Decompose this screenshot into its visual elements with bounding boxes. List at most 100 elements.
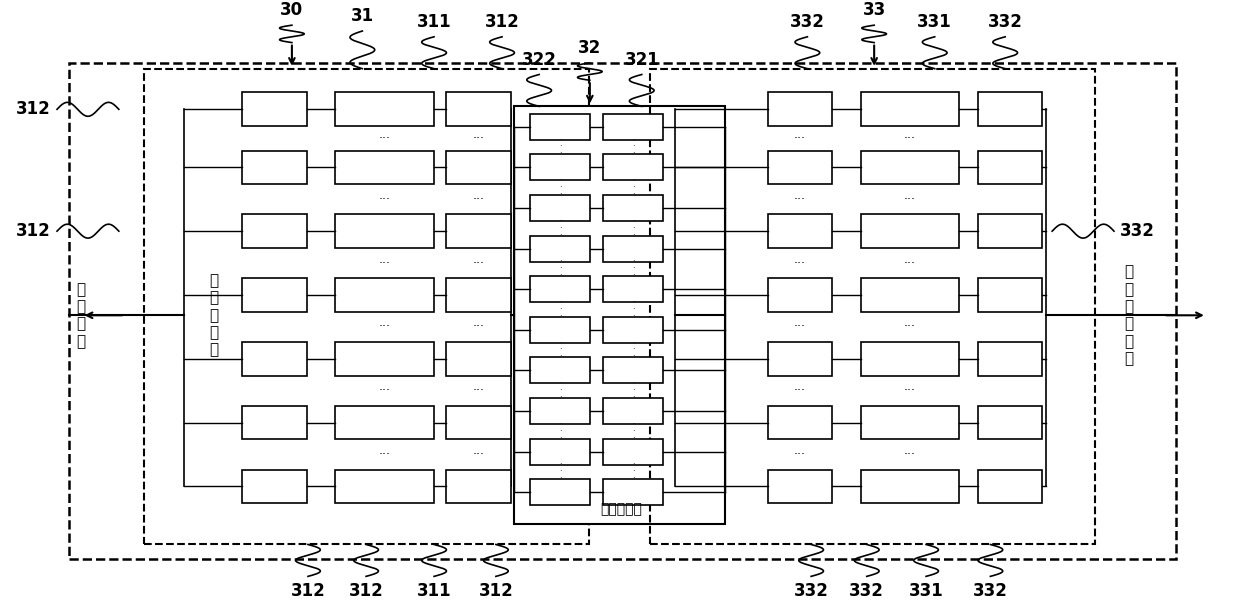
Polygon shape xyxy=(768,469,833,503)
Polygon shape xyxy=(446,278,510,312)
Text: ···: ··· xyxy=(472,448,484,461)
Text: ···: ··· xyxy=(904,384,916,397)
Polygon shape xyxy=(861,469,959,503)
Text: ·
·
·: · · · xyxy=(632,339,634,362)
Polygon shape xyxy=(243,151,307,184)
Polygon shape xyxy=(603,398,663,424)
Text: ·
·
·: · · · xyxy=(559,298,561,321)
Text: 312: 312 xyxy=(16,222,51,240)
Text: 32: 32 xyxy=(579,39,601,57)
Polygon shape xyxy=(978,151,1042,184)
Polygon shape xyxy=(861,93,959,126)
Text: ·
·
·: · · · xyxy=(632,420,634,443)
Polygon shape xyxy=(603,235,663,261)
Polygon shape xyxy=(243,342,307,376)
Text: ·
·
·: · · · xyxy=(632,217,634,240)
Text: 321: 321 xyxy=(624,51,659,69)
Polygon shape xyxy=(514,106,725,524)
Polygon shape xyxy=(978,406,1042,439)
Text: ···: ··· xyxy=(794,384,807,397)
Polygon shape xyxy=(446,151,510,184)
Polygon shape xyxy=(530,317,590,343)
Text: ···: ··· xyxy=(379,321,390,333)
Polygon shape xyxy=(861,214,959,248)
Text: ···: ··· xyxy=(379,193,390,206)
Polygon shape xyxy=(243,214,307,248)
Polygon shape xyxy=(603,195,663,221)
Text: ·
·
·: · · · xyxy=(559,136,561,159)
Polygon shape xyxy=(336,278,434,312)
Polygon shape xyxy=(768,342,833,376)
Text: ·
·
·: · · · xyxy=(632,460,634,483)
Text: 332: 332 xyxy=(790,13,825,31)
Polygon shape xyxy=(978,214,1042,248)
Polygon shape xyxy=(530,195,590,221)
Text: 312: 312 xyxy=(348,582,383,600)
Text: ···: ··· xyxy=(904,448,916,461)
Polygon shape xyxy=(603,114,663,140)
Text: 332: 332 xyxy=(1120,222,1155,240)
Polygon shape xyxy=(603,276,663,302)
Polygon shape xyxy=(861,151,959,184)
Text: ···: ··· xyxy=(472,384,484,397)
Text: ···: ··· xyxy=(904,132,916,145)
Polygon shape xyxy=(446,342,510,376)
Polygon shape xyxy=(243,406,307,439)
Polygon shape xyxy=(978,93,1042,126)
Text: 312: 312 xyxy=(478,582,513,600)
Polygon shape xyxy=(243,278,307,312)
Text: ···: ··· xyxy=(904,257,916,270)
Text: ···: ··· xyxy=(379,132,390,145)
Polygon shape xyxy=(336,214,434,248)
Text: ·
·
·: · · · xyxy=(632,379,634,402)
Text: ·
·
·: · · · xyxy=(559,217,561,240)
Polygon shape xyxy=(243,469,307,503)
Text: ···: ··· xyxy=(472,132,484,145)
Polygon shape xyxy=(978,342,1042,376)
Text: ·
·
·: · · · xyxy=(559,420,561,443)
Polygon shape xyxy=(446,93,510,126)
Polygon shape xyxy=(530,276,590,302)
Text: 332: 332 xyxy=(987,13,1022,31)
Polygon shape xyxy=(768,93,833,126)
Text: ·
·
·: · · · xyxy=(632,298,634,321)
Text: ···: ··· xyxy=(472,257,484,270)
Text: 312: 312 xyxy=(16,100,51,119)
Text: ···: ··· xyxy=(379,448,390,461)
Polygon shape xyxy=(336,151,434,184)
Polygon shape xyxy=(861,406,959,439)
Polygon shape xyxy=(603,358,663,384)
Polygon shape xyxy=(603,479,663,505)
Text: ···: ··· xyxy=(904,321,916,333)
Text: ···: ··· xyxy=(904,193,916,206)
Text: 332: 332 xyxy=(849,582,885,600)
Polygon shape xyxy=(336,342,434,376)
Text: 331: 331 xyxy=(908,582,943,600)
Polygon shape xyxy=(530,398,590,424)
Text: ·
·
·: · · · xyxy=(559,379,561,402)
Text: ···: ··· xyxy=(794,448,807,461)
Text: ···: ··· xyxy=(379,384,390,397)
Text: ·
·
·: · · · xyxy=(559,460,561,483)
Text: 331: 331 xyxy=(917,13,952,31)
Polygon shape xyxy=(768,406,833,439)
Polygon shape xyxy=(768,214,833,248)
Polygon shape xyxy=(336,469,434,503)
Polygon shape xyxy=(530,235,590,261)
Text: ···: ··· xyxy=(794,132,807,145)
Text: 332: 332 xyxy=(794,582,829,600)
Text: 测
试
模
组: 测 试 模 组 xyxy=(76,282,85,349)
Text: ·
·
·: · · · xyxy=(632,136,634,159)
Text: 30: 30 xyxy=(280,1,304,19)
Polygon shape xyxy=(530,439,590,465)
Text: ···: ··· xyxy=(379,257,390,270)
Text: ·
·
·: · · · xyxy=(632,176,634,199)
Text: 311: 311 xyxy=(416,13,451,31)
Text: ···: ··· xyxy=(794,193,807,206)
Text: 312: 312 xyxy=(291,582,326,600)
Polygon shape xyxy=(603,439,663,465)
Polygon shape xyxy=(530,479,590,505)
Text: ···: ··· xyxy=(794,257,807,270)
Polygon shape xyxy=(336,93,434,126)
Text: 312: 312 xyxy=(484,13,519,31)
